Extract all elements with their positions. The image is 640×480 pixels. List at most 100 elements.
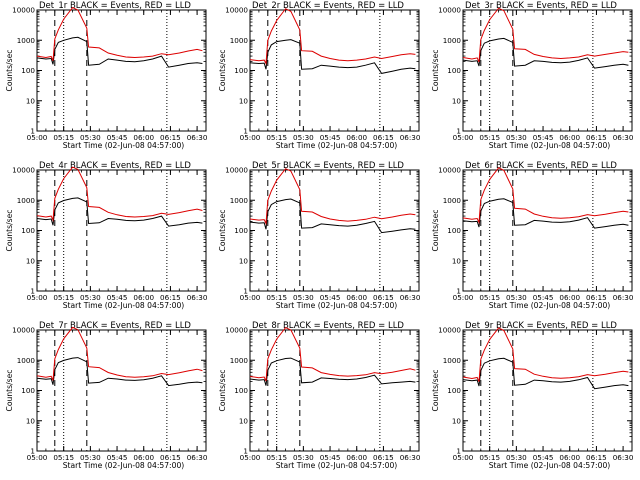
y-tick-label: 100	[21, 386, 35, 395]
y-tick-label: 1	[30, 287, 35, 296]
x-tick-label: 06:15	[586, 453, 607, 462]
events-series-line	[36, 36, 203, 68]
y-tick-label: 10000	[12, 326, 35, 335]
x-tick-label: 05:45	[320, 453, 341, 462]
x-tick-label: 05:00	[453, 133, 474, 142]
y-tick-label: 100	[447, 386, 461, 395]
events-series-line	[462, 357, 629, 390]
chart-svg: Det_7r BLACK = Events, RED = LLD 1 10 100 10…	[5, 321, 208, 470]
x-axis-label: Start Time (02-Jun-08 04:57:00)	[276, 141, 398, 150]
y-tick-label: 10000	[225, 326, 248, 335]
y-tick-label: 100	[447, 226, 461, 235]
x-tick-label: 05:45	[320, 133, 341, 142]
x-tick-label: 05:15	[479, 133, 500, 142]
y-tick-label: 1	[243, 287, 248, 296]
x-tick-label: 05:30	[506, 453, 527, 462]
y-tick-label: 10000	[438, 326, 461, 335]
plot-frame	[462, 9, 633, 132]
events-series-line	[36, 357, 203, 387]
y-axis-label: Counts/sec	[5, 210, 14, 252]
x-tick-label: 06:30	[400, 293, 421, 302]
x-tick-label: 05:30	[80, 293, 101, 302]
x-tick-label: 05:30	[80, 453, 101, 462]
x-tick-label: 05:15	[266, 453, 287, 462]
chart-title: Det_6r BLACK = Events, RED = LLD	[465, 161, 617, 171]
y-tick-label: 10000	[438, 166, 461, 175]
x-tick-label: 05:30	[293, 453, 314, 462]
x-tick-label: 05:45	[320, 293, 341, 302]
chart-title: Det_7r BLACK = Events, RED = LLD	[39, 321, 191, 331]
lld-series-line	[462, 327, 629, 382]
x-tick-label: 05:15	[266, 293, 287, 302]
x-tick-label: 06:00	[559, 293, 580, 302]
x-tick-label: 05:45	[533, 453, 554, 462]
x-tick-label: 06:30	[187, 293, 208, 302]
x-tick-label: 05:15	[53, 133, 74, 142]
chart-title: Det_3r BLACK = Events, RED = LLD	[465, 1, 617, 11]
y-tick-label: 1	[456, 447, 461, 456]
events-series-line	[462, 37, 629, 69]
detector-panel: Det_3r BLACK = Events, RED = LLD 1 10 100 10…	[426, 0, 639, 160]
x-tick-label: 05:00	[27, 453, 48, 462]
x-tick-label: 05:45	[107, 293, 128, 302]
y-tick-label: 10	[26, 96, 36, 105]
x-tick-label: 06:00	[559, 453, 580, 462]
x-tick-label: 06:15	[160, 453, 181, 462]
detector-panel: Det_4r BLACK = Events, RED = LLD 1 10 100 10…	[0, 160, 213, 320]
x-axis-label: Start Time (02-Jun-08 04:57:00)	[276, 461, 398, 470]
y-tick-label: 10	[26, 416, 36, 425]
y-tick-label: 10000	[438, 6, 461, 15]
x-tick-label: 06:15	[160, 133, 181, 142]
y-tick-label: 10	[452, 256, 462, 265]
x-tick-label: 05:00	[240, 293, 261, 302]
x-tick-label: 05:15	[479, 293, 500, 302]
x-tick-label: 05:00	[453, 293, 474, 302]
x-tick-label: 06:30	[400, 453, 421, 462]
detector-panel: Det_2r BLACK = Events, RED = LLD 1 10 100 10…	[213, 0, 426, 160]
x-tick-label: 06:00	[346, 133, 367, 142]
lld-series-line	[36, 166, 203, 223]
y-tick-label: 1	[30, 127, 35, 136]
x-tick-label: 06:15	[586, 133, 607, 142]
x-tick-label: 05:00	[240, 453, 261, 462]
x-tick-label: 05:00	[27, 133, 48, 142]
detector-panel: Det_9r BLACK = Events, RED = LLD 1 10 100 10…	[426, 320, 639, 480]
x-tick-label: 05:30	[506, 133, 527, 142]
chart-svg: Det_3r BLACK = Events, RED = LLD 1 10 100 10…	[431, 1, 634, 150]
y-tick-label: 1000	[230, 196, 249, 205]
x-tick-label: 05:30	[506, 293, 527, 302]
y-tick-label: 10	[239, 96, 249, 105]
y-tick-label: 1000	[17, 36, 36, 45]
chart-title: Det_5r BLACK = Events, RED = LLD	[252, 161, 404, 171]
y-axis-label: Counts/sec	[5, 50, 14, 92]
plot-frame	[36, 329, 207, 452]
events-series-line	[249, 198, 416, 234]
chart-title: Det_4r BLACK = Events, RED = LLD	[39, 161, 191, 171]
x-tick-label: 05:00	[27, 293, 48, 302]
plot-frame	[36, 169, 207, 292]
x-tick-label: 05:30	[293, 133, 314, 142]
y-tick-label: 100	[234, 226, 248, 235]
lld-series-line	[249, 168, 416, 226]
y-tick-label: 10000	[225, 166, 248, 175]
y-tick-label: 1	[456, 287, 461, 296]
x-tick-label: 05:30	[80, 133, 101, 142]
x-axis-label: Start Time (02-Jun-08 04:57:00)	[489, 141, 611, 150]
y-tick-label: 1000	[230, 356, 249, 365]
y-tick-label: 1	[456, 127, 461, 136]
x-axis-label: Start Time (02-Jun-08 04:57:00)	[63, 301, 185, 310]
y-axis-label: Counts/sec	[5, 370, 14, 412]
x-axis-label: Start Time (02-Jun-08 04:57:00)	[489, 301, 611, 310]
x-axis-label: Start Time (02-Jun-08 04:57:00)	[63, 461, 185, 470]
y-tick-label: 10000	[12, 166, 35, 175]
lld-series-line	[36, 6, 203, 61]
detector-panel: Det_1r BLACK = Events, RED = LLD 1 10 100 10…	[0, 0, 213, 160]
y-tick-label: 100	[21, 226, 35, 235]
y-axis-label: Counts/sec	[431, 370, 440, 412]
detector-panel: Det_6r BLACK = Events, RED = LLD 1 10 100 10…	[426, 160, 639, 320]
plot-frame	[249, 329, 420, 452]
x-tick-label: 06:30	[187, 453, 208, 462]
x-tick-label: 06:15	[373, 453, 394, 462]
y-tick-label: 100	[234, 386, 248, 395]
